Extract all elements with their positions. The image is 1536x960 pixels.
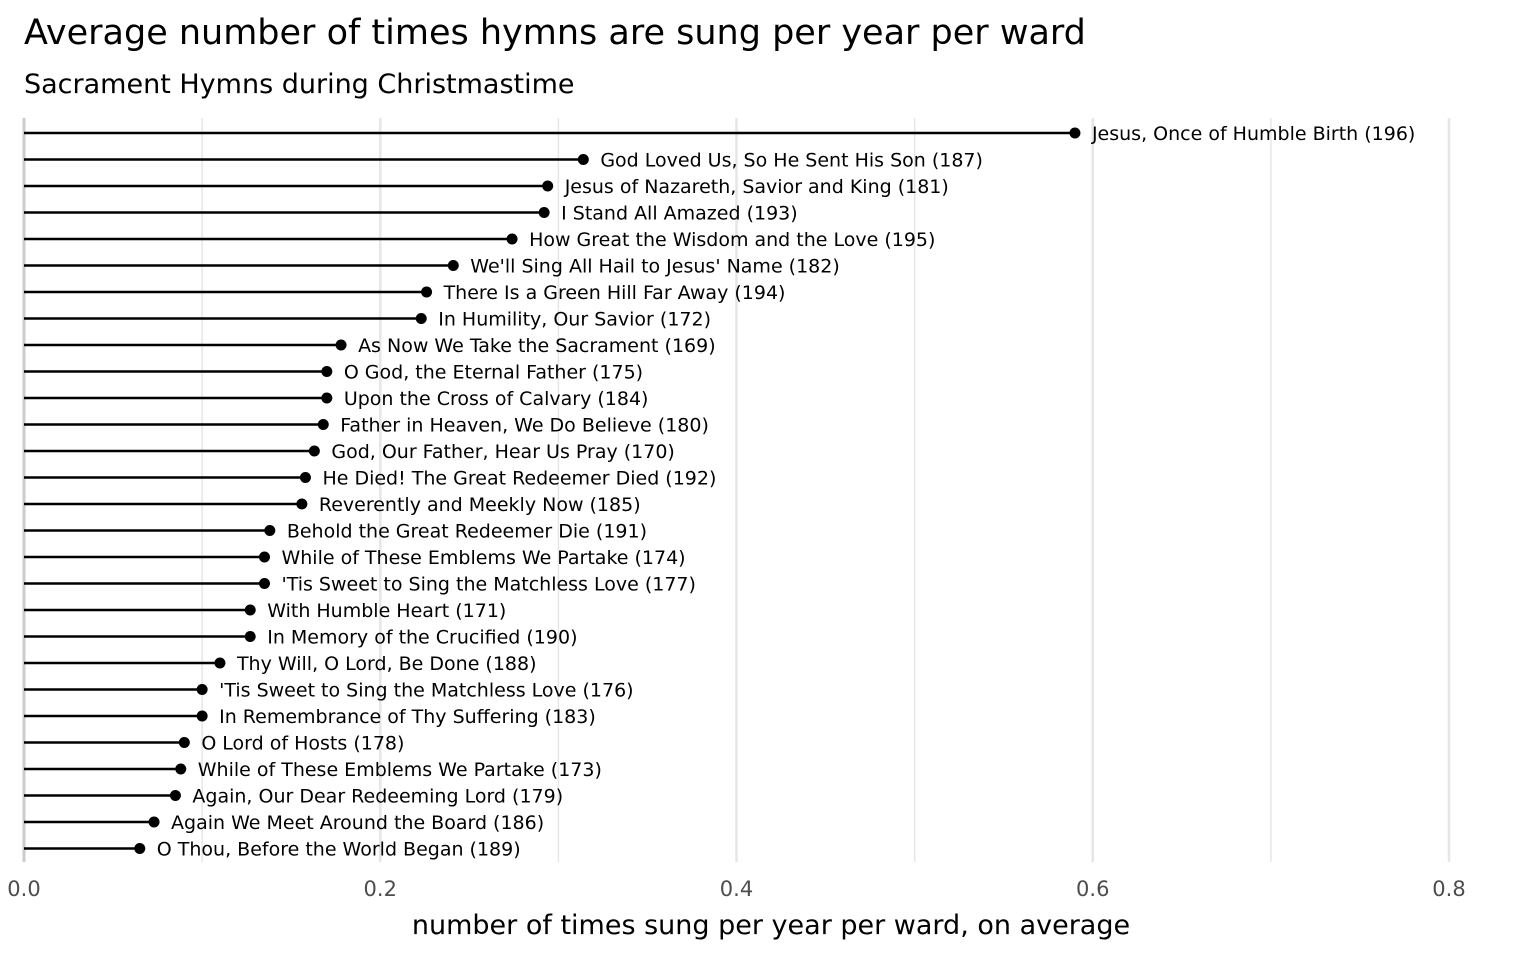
x-tick-label: 0.8 <box>1432 877 1465 901</box>
x-tick-label: 0.4 <box>720 877 753 901</box>
lollipop-point <box>258 578 270 589</box>
lollipop-point <box>308 445 320 457</box>
lollipop-point <box>178 737 190 748</box>
point-label: As Now We Take the Sacrament (169) <box>358 335 716 357</box>
point-label: Again We Meet Around the Board (186) <box>171 812 544 834</box>
lollipop-point <box>421 286 433 298</box>
lollipop-point <box>175 763 187 775</box>
lollipop-point <box>1069 127 1081 139</box>
point-label: Reverently and Meekly Now (185) <box>319 494 641 516</box>
x-tick-label: 0.2 <box>364 877 397 901</box>
lollipop-point <box>244 631 256 642</box>
chart-subtitle: Sacrament Hymns during Christmastime <box>24 69 575 100</box>
lollipop-point <box>299 472 311 483</box>
point-label: O Thou, Before the World Began (189) <box>157 839 521 861</box>
lollipop-point <box>538 207 550 218</box>
point-label: There Is a Green Hill Far Away (194) <box>443 282 786 304</box>
lollipop-point <box>296 498 308 510</box>
chart-marks: Jesus, Once of Humble Birth (196) God Lov… <box>24 123 1415 861</box>
point-label: In Remembrance of Thy Suffering (183) <box>219 706 596 728</box>
lollipop-point <box>506 233 518 245</box>
point-label: He Died! The Great Redeemer Died (192) <box>322 468 716 490</box>
point-label: We'll Sing All Hail to Jesus' Name (182) <box>470 256 839 278</box>
point-label: In Humility, Our Savior (172) <box>438 309 711 331</box>
lollipop-point <box>264 525 276 536</box>
x-tick-label: 0.6 <box>1076 877 1109 901</box>
lollipop-point <box>447 260 459 271</box>
point-label: Behold the Great Redeemer Die (191) <box>287 521 647 543</box>
lollipop-point <box>196 684 208 695</box>
point-label: While of These Emblems We Partake (174) <box>281 547 685 569</box>
lollipop-point <box>214 657 226 669</box>
lollipop-point <box>134 843 146 854</box>
lollipop-point <box>244 604 256 616</box>
point-label: Thy Will, O Lord, Be Done (188) <box>236 653 537 675</box>
point-label: O Lord of Hosts (178) <box>201 733 404 755</box>
point-label: God, Our Father, Hear Us Pray (170) <box>331 441 675 463</box>
point-label: God Loved Us, So He Sent His Son (187) <box>600 150 983 172</box>
lollipop-point <box>577 154 589 165</box>
lollipop-point <box>321 392 333 404</box>
point-label: 'Tis Sweet to Sing the Matchless Love (1… <box>281 574 695 596</box>
x-tick-label: 0.0 <box>7 877 40 901</box>
lollipop-point <box>335 339 347 351</box>
lollipop-point <box>258 551 270 563</box>
point-label: With Humble Heart (171) <box>267 600 506 622</box>
lollipop-point <box>148 816 160 828</box>
lollipop-point <box>321 366 333 377</box>
lollipop-point <box>196 710 208 722</box>
point-label: I Stand All Amazed (193) <box>561 203 798 225</box>
point-label: While of These Emblems We Partake (173) <box>198 759 602 781</box>
point-label: How Great the Wisdom and the Love (195) <box>529 229 935 251</box>
point-label: Upon the Cross of Calvary (184) <box>344 388 649 410</box>
x-axis-label: number of times sung per year per ward, … <box>412 910 1130 941</box>
point-label: Jesus, Once of Humble Birth (196) <box>1091 123 1415 145</box>
point-label: Father in Heaven, We Do Believe (180) <box>340 415 709 437</box>
point-label: In Memory of the Crucified (190) <box>267 627 577 649</box>
gridlines <box>22 118 1451 862</box>
lollipop-point <box>542 180 554 192</box>
point-label: Jesus of Nazareth, Savior and King (181) <box>564 176 949 198</box>
point-label: Again, Our Dear Redeeming Lord (179) <box>192 786 563 808</box>
x-axis-ticks: 0.0 0.2 0.4 0.6 0.8 <box>7 877 1465 901</box>
point-label: O God, the Eternal Father (175) <box>344 362 643 384</box>
lollipop-point <box>317 419 329 430</box>
lollipop-point <box>169 790 181 801</box>
chart-title: Average number of times hymns are sung p… <box>24 13 1086 53</box>
lollipop-point <box>415 313 427 324</box>
point-label: 'Tis Sweet to Sing the Matchless Love (1… <box>219 680 633 702</box>
